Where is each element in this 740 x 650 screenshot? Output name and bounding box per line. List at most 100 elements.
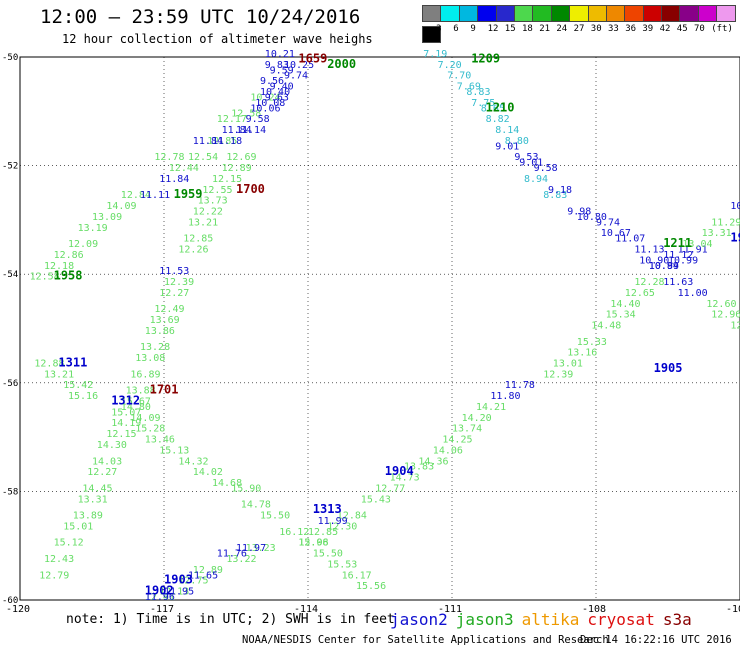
wave-height-point: 13.74: [452, 424, 482, 435]
pass-time-label: 1904: [385, 464, 414, 478]
wave-height-point: 15.56: [356, 581, 386, 592]
wave-height-point: 16.12: [279, 527, 309, 538]
wave-height-point: 10.94: [649, 261, 679, 272]
wave-height-point: 10.90: [639, 255, 669, 266]
pass-time-label: 1905: [654, 361, 683, 375]
wave-height-point: 12.58: [30, 272, 60, 283]
wave-height-point: 12.27: [159, 288, 189, 299]
wave-height-point: 14.36: [418, 456, 448, 467]
scale-label: 9: [470, 24, 476, 34]
wave-height-point: 13.89: [73, 511, 103, 522]
chart-title: 12:00 — 23:59 UTC 10/24/2016: [40, 6, 361, 28]
scale-label: 33: [608, 24, 619, 34]
wave-height-point: 12.77: [375, 483, 405, 494]
wave-height-point: 12.43: [44, 554, 74, 565]
wave-height-point: 12.69: [226, 152, 256, 163]
scale-label: 18: [522, 24, 533, 34]
wave-height-point: 16.89: [130, 369, 160, 380]
wave-height-point: 12.89: [222, 163, 252, 174]
wave-height-point: 9.18: [548, 185, 572, 196]
wave-height-point: 14.73: [390, 473, 420, 484]
wave-height-point: 12.54: [188, 152, 218, 163]
wave-height-point: 9.58: [534, 163, 558, 174]
legend-entry: jason2: [390, 610, 448, 629]
y-tick-label: -50: [2, 53, 18, 63]
wave-height-point: 8.94: [524, 174, 548, 185]
wave-height-point: 12.89: [193, 565, 223, 576]
plot-frame: [19, 56, 740, 601]
wave-height-point: 15.90: [231, 483, 261, 494]
pass-time-label: 1312: [111, 394, 140, 408]
wave-height-point: 11.95: [164, 587, 194, 598]
wave-height-point: 13.31: [702, 228, 732, 239]
wave-height-point: 12.55: [202, 185, 232, 196]
scale-label: 45: [676, 24, 688, 34]
wave-height-point: 14.02: [193, 467, 223, 478]
pass-time-label: 1959: [174, 187, 203, 201]
footer-timestamp: Dec 14 16:22:16 UTC 2016: [580, 634, 732, 646]
wave-height-point: 15.07: [111, 407, 141, 418]
wave-height-point: 14.68: [212, 478, 242, 489]
pass-time-label: 1311: [58, 356, 87, 370]
wave-height-point: 15.42: [63, 380, 93, 391]
wave-height-point: 12.78: [154, 152, 184, 163]
wave-height-point: 9.56: [260, 76, 284, 87]
wave-height-point: 10.40: [260, 87, 290, 98]
scale-label: 42: [659, 24, 671, 34]
scale-label: 12: [487, 24, 499, 34]
pass-time-label: 1902: [145, 584, 174, 598]
wave-height-point: 10.25: [284, 60, 314, 71]
wave-height-point: 11.97: [236, 543, 266, 554]
wave-height-point: 11.29: [711, 217, 740, 228]
pass-time-label: 1210: [486, 100, 515, 114]
legend-entry: cryosat: [587, 610, 655, 629]
wave-height-point: 9.74: [284, 71, 308, 82]
scale-label: (ft): [711, 24, 733, 34]
pass-time-label: 1211: [663, 236, 692, 250]
pass-time-label: 2000: [327, 57, 356, 71]
y-tick-label: -60: [2, 596, 18, 606]
wave-height-point: 11.18: [212, 136, 242, 147]
wave-height-point: 14.09: [106, 201, 136, 212]
axis-ticks: -120 -117 -114 -111 -108 -10 -50 -52 -54 -56 -58 -6…: [2, 53, 740, 615]
wave-height-point: 11.96: [145, 592, 175, 603]
wave-height-point: 13.88: [126, 386, 156, 397]
wave-height-point: 13.21: [44, 369, 74, 380]
y-tick-label: -54: [2, 270, 18, 280]
wave-height-point: 15.50: [313, 549, 343, 560]
wave-height-point: 16.17: [342, 570, 372, 581]
wave-height-point: 12.84: [337, 511, 367, 522]
legend-entry: s3a: [662, 610, 692, 629]
scale-label: 21: [539, 24, 551, 34]
wave-height-values: 7.197.207.707.698.837.758.658.828.148.80…: [30, 49, 740, 603]
wave-height-point: 15.01: [63, 521, 93, 532]
wave-height-point: 8.83: [466, 87, 490, 98]
wave-height-point: 12.17: [217, 114, 247, 125]
x-tick-label: -10: [726, 604, 740, 615]
wave-height-point: 14.03: [92, 456, 122, 467]
legend-entry: altika: [521, 610, 580, 629]
wave-height-point: 12.15: [106, 429, 136, 440]
wave-height-point: 11.84: [159, 174, 189, 185]
wave-height-point: 13.73: [198, 196, 228, 207]
wave-height-point: 11.91: [678, 244, 708, 255]
pass-time-label: 1958: [54, 269, 83, 283]
wave-height-point: 14.20: [462, 413, 492, 424]
wave-height-point: 12.58: [231, 109, 261, 120]
wave-height-point: 9.83: [265, 60, 289, 71]
wave-height-point: 10.88: [730, 201, 740, 212]
wave-height-point: 13.04: [682, 239, 712, 250]
scale-swatch: [422, 26, 442, 43]
pass-time-label: 1659: [298, 51, 327, 65]
wave-height-point: 10.80: [577, 212, 607, 223]
wave-height-point: 9.01: [495, 141, 519, 152]
wave-height-point: 14.19: [111, 418, 141, 429]
scale-label: 30: [590, 24, 602, 34]
wave-height-point: 11.78: [505, 380, 535, 391]
wave-height-point: 10.67: [601, 228, 631, 239]
wave-height-point: 8.14: [495, 125, 519, 136]
wave-height-point: 14.78: [241, 500, 271, 511]
scale-label: 24: [556, 24, 568, 34]
wave-height-point: 10.06: [250, 103, 280, 114]
wave-height-point: 13.46: [145, 435, 175, 446]
